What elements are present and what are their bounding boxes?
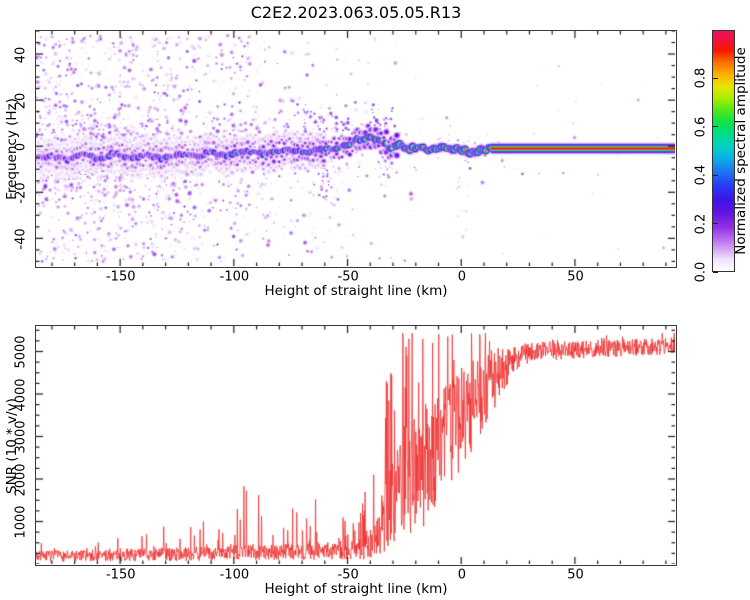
x-tick-label: 50 [567,269,584,285]
x-tick-label: -50 [337,567,359,583]
top-height-axis-label: Height of straight line (km) [264,283,448,299]
colorbar-tick-label: 0.6 [693,116,709,138]
colorbar-tick [713,126,718,128]
colorbar-tick [713,174,718,176]
colorbar-tick-label: 0.8 [693,68,709,89]
x-tick-label: 0 [457,269,466,285]
y-tick-label: 40 [13,46,29,63]
colorbar-tick [713,77,718,79]
x-tick-label: -100 [219,269,250,285]
colorbar [712,30,735,272]
colorbar-tick-label: 0.0 [693,261,709,283]
y-tick-label: 0 [13,142,29,151]
x-tick-label: -150 [105,567,136,583]
colorbar-label: Normalized spectral amplitude [733,47,749,255]
y-tick-label: 3000 [13,420,29,454]
colorbar-tick [713,223,718,225]
x-tick-label: 50 [567,567,584,583]
bottom-height-axis-label: Height of straight line (km) [264,581,448,597]
colorbar-tick-label: 0.2 [693,213,709,234]
y-tick-label: 20 [13,92,29,109]
snr-canvas [36,326,675,564]
colorbar-tick-label: 0.4 [693,164,709,186]
figure-title: C2E2.2023.063.05.05.R13 [250,3,462,22]
y-tick-label: 1000 [13,505,29,539]
x-tick-label: -150 [105,269,136,285]
y-tick-label: 5000 [13,335,29,369]
colorbar-tick [713,271,718,273]
x-tick-label: -50 [337,269,359,285]
spectrogram-plot [35,30,677,268]
y-tick-label: -20 [13,182,29,204]
spectrogram-canvas [36,31,675,266]
x-tick-label: -100 [219,567,250,583]
y-tick-label: 2000 [13,463,29,497]
y-tick-label: 4000 [13,378,29,412]
snr-plot [35,325,677,566]
y-tick-label: -40 [13,228,29,250]
x-tick-label: 0 [457,567,466,583]
